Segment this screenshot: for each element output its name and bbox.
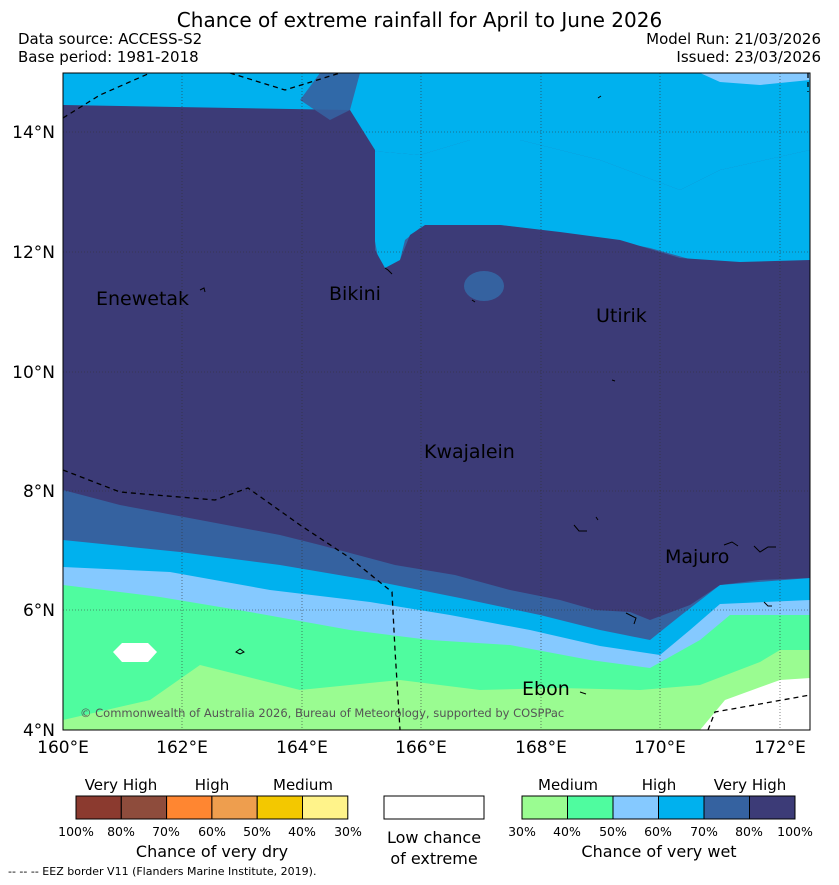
lon-label-162e: 162°E <box>156 738 208 758</box>
north-patch <box>300 73 360 120</box>
dry-tick-80: 80% <box>107 824 135 839</box>
lat-label-14n: 14°N <box>12 123 55 143</box>
label-ebon: Ebon <box>522 678 570 700</box>
dry-swatch-5 <box>256 795 304 820</box>
base-period: Base period: 1981-2018 <box>18 48 199 66</box>
wet-cat-high: High <box>642 776 676 794</box>
wet-cat-medium: Medium <box>538 776 598 794</box>
wet-swatch-3 <box>612 795 659 820</box>
low-chance-patch-east <box>700 678 810 730</box>
dry-swatch-4 <box>211 795 258 820</box>
north-band-top <box>63 73 810 190</box>
eez-borders <box>63 73 810 730</box>
dry-tick-50: 50% <box>243 824 271 839</box>
dry-colorbar <box>75 795 349 820</box>
wet-swatch-6 <box>749 795 796 820</box>
label-enewetak: Enewetak <box>96 288 189 310</box>
northeast-patch <box>700 73 810 85</box>
copyright-note: © Commonwealth of Australia 2026, Bureau… <box>80 706 564 720</box>
dry-swatch-2 <box>120 795 168 820</box>
lon-label-160e: 160°E <box>37 738 89 758</box>
model-run: Model Run: 21/03/2026 <box>646 30 821 48</box>
islands <box>199 95 776 695</box>
wet-legend: Medium High Very High 30% 40% 50% 60% 70… <box>508 776 813 861</box>
lat-label-4n: 4°N <box>23 721 55 741</box>
wet-tick-100: 100% <box>777 824 813 839</box>
eez-footnote: -- -- -- EEZ border V11 (Flanders Marine… <box>8 865 317 878</box>
wet-tick-40: 40% <box>553 824 581 839</box>
map-frame <box>62 72 811 731</box>
wet-tick-60: 60% <box>644 824 672 839</box>
dry-legend: Very High High Medium 100% 80% 70% 60% 5… <box>58 776 362 861</box>
wet-legend-title: Chance of very wet <box>581 842 736 861</box>
dry-tick-70: 70% <box>152 824 180 839</box>
lon-label-164e: 164°E <box>276 738 328 758</box>
dry-tick-60: 60% <box>198 824 226 839</box>
label-utirik: Utirik <box>596 305 647 327</box>
label-bikini: Bikini <box>329 283 381 305</box>
data-source: Data source: ACCESS-S2 <box>18 30 203 48</box>
map-title: Chance of extreme rainfall for April to … <box>176 8 663 32</box>
dry-cat-high: High <box>195 776 229 794</box>
lat-label-6n: 6°N <box>23 601 55 621</box>
dry-swatch-3 <box>166 795 213 820</box>
dry-tick-100: 100% <box>58 824 94 839</box>
wet-swatch-4 <box>658 795 705 820</box>
dry-tick-40: 40% <box>288 824 316 839</box>
lat-axis: 14°N 12°N 10°N 8°N 6°N 4°N <box>12 123 55 741</box>
lat-label-10n: 10°N <box>12 363 55 383</box>
lon-label-172e: 172°E <box>754 738 806 758</box>
dry-swatch-1 <box>75 795 122 820</box>
bikini-east-patch <box>464 271 504 301</box>
dry-cat-medium: Medium <box>273 776 333 794</box>
low-chance-legend: Low chance of extreme <box>383 795 485 868</box>
wet-tick-50: 50% <box>599 824 627 839</box>
label-majuro: Majuro <box>665 546 729 568</box>
dry-legend-title: Chance of very dry <box>136 842 288 861</box>
wet-swatch-5 <box>703 795 750 820</box>
probability-field <box>63 73 810 730</box>
place-labels: Enewetak Bikini Utirik Kwajalein Majuro … <box>96 283 729 700</box>
label-kwajalein: Kwajalein <box>424 441 515 463</box>
wet-swatch-1 <box>521 795 568 820</box>
lon-label-166e: 166°E <box>395 738 447 758</box>
lat-label-12n: 12°N <box>12 243 55 263</box>
dry-cat-very-high: Very High <box>85 776 158 794</box>
dry-swatch-6 <box>302 795 349 820</box>
low-chance-line1: Low chance <box>387 828 481 847</box>
low-chance-swatch <box>383 795 485 820</box>
wet-tick-70: 70% <box>690 824 718 839</box>
lon-label-170e: 170°E <box>634 738 686 758</box>
wet-swatch-2 <box>567 795 614 820</box>
low-chance-patch-west <box>113 643 157 662</box>
wet-cat-very-high: Very High <box>714 776 787 794</box>
dry-tick-30: 30% <box>334 824 362 839</box>
lon-axis: 160°E 162°E 164°E 166°E 168°E 170°E 172°… <box>37 738 806 758</box>
wet-tick-30: 30% <box>508 824 536 839</box>
wet-colorbar <box>521 795 796 820</box>
issued-date: Issued: 23/03/2026 <box>676 48 821 66</box>
low-chance-line2: of extreme <box>390 849 477 868</box>
lon-label-168e: 168°E <box>515 738 567 758</box>
lat-label-8n: 8°N <box>23 482 55 502</box>
wet-tick-80: 80% <box>735 824 763 839</box>
